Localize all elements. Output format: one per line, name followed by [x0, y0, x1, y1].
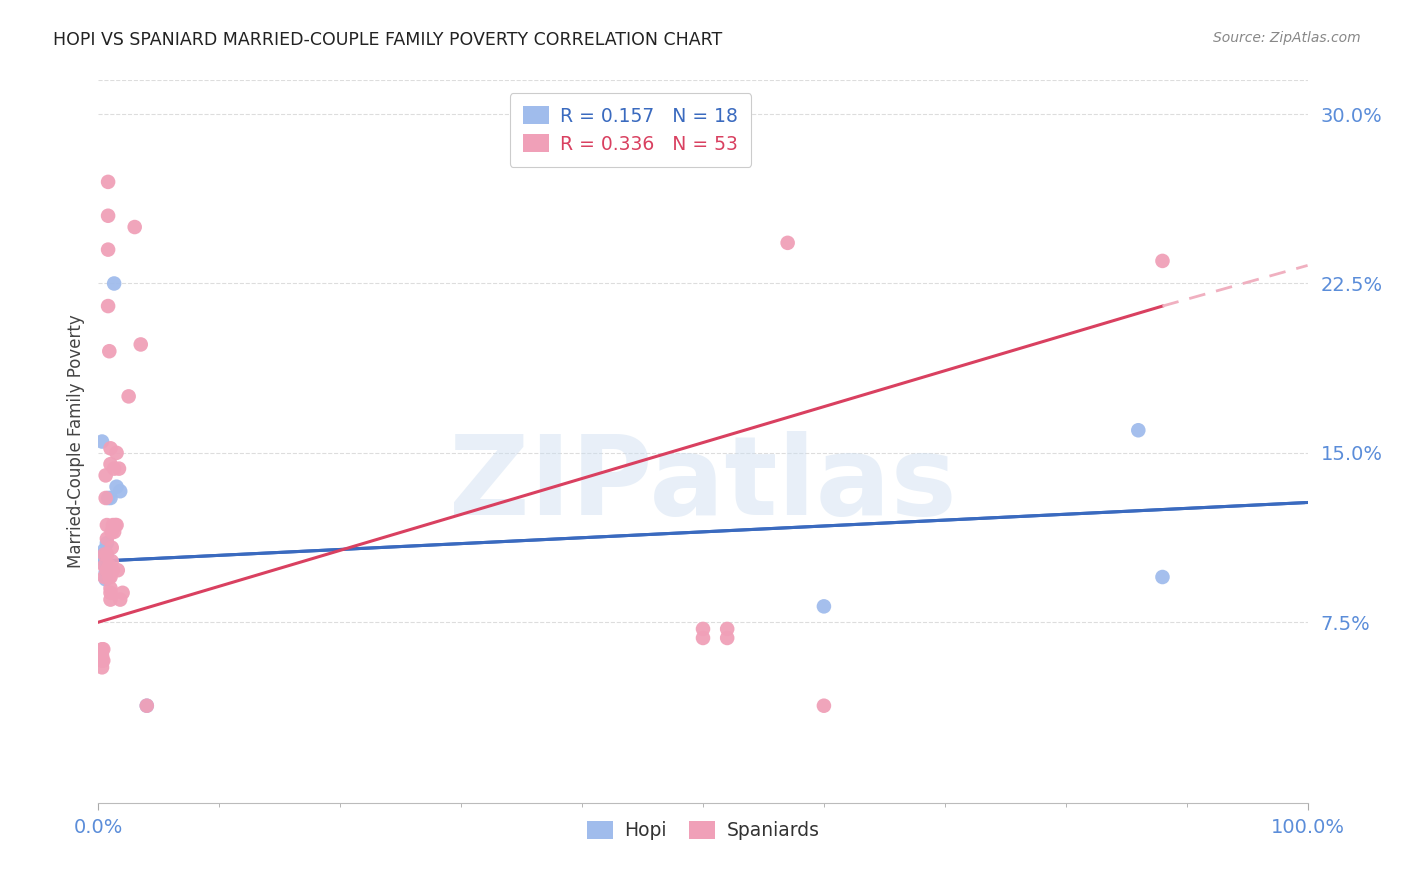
Point — [111, 586, 134, 600]
Point — [96, 532, 118, 546]
Text: Source: ZipAtlas.com: Source: ZipAtlas.com — [1213, 31, 1361, 45]
Point — [103, 277, 125, 291]
Point — [103, 524, 125, 539]
Point — [101, 518, 124, 533]
Point — [91, 654, 114, 668]
Point — [813, 599, 835, 614]
Point — [98, 558, 121, 573]
Point — [100, 541, 122, 555]
Point — [100, 554, 122, 568]
Point — [93, 554, 115, 568]
Point — [100, 491, 122, 505]
Point — [108, 461, 131, 475]
Point — [135, 698, 157, 713]
Point — [96, 548, 118, 562]
Point — [91, 434, 114, 449]
Point — [108, 484, 131, 499]
Point — [1152, 570, 1174, 584]
Point — [100, 586, 122, 600]
Point — [94, 468, 117, 483]
Point — [105, 518, 128, 533]
Point — [93, 548, 115, 562]
Point — [100, 524, 122, 539]
Point — [107, 563, 129, 577]
Point — [108, 592, 131, 607]
Point — [105, 446, 128, 460]
Point — [97, 299, 120, 313]
Point — [94, 572, 117, 586]
Point — [94, 566, 117, 580]
Point — [96, 536, 118, 550]
Point — [100, 570, 122, 584]
Point — [93, 558, 115, 573]
Legend: Hopi, Spaniards: Hopi, Spaniards — [579, 814, 827, 847]
Text: ZIPatlas: ZIPatlas — [449, 432, 957, 539]
Point — [100, 457, 122, 471]
Point — [93, 570, 115, 584]
Point — [96, 548, 118, 562]
Point — [1128, 423, 1150, 437]
Point — [100, 592, 122, 607]
Point — [103, 461, 125, 475]
Point — [105, 480, 128, 494]
Point — [94, 491, 117, 505]
Point — [98, 344, 121, 359]
Point — [692, 622, 714, 636]
Point — [98, 570, 121, 584]
Point — [100, 442, 122, 456]
Point — [91, 642, 114, 657]
Point — [716, 631, 738, 645]
Point — [91, 648, 114, 663]
Point — [135, 698, 157, 713]
Point — [97, 209, 120, 223]
Point — [129, 337, 152, 351]
Point — [118, 389, 141, 403]
Point — [97, 243, 120, 257]
Point — [97, 491, 120, 505]
Point — [101, 563, 124, 577]
Point — [104, 518, 127, 533]
Point — [93, 542, 115, 557]
Y-axis label: Married-Couple Family Poverty: Married-Couple Family Poverty — [66, 315, 84, 568]
Point — [96, 563, 118, 577]
Point — [1152, 253, 1174, 268]
Point — [100, 582, 122, 596]
Text: HOPI VS SPANIARD MARRIED-COUPLE FAMILY POVERTY CORRELATION CHART: HOPI VS SPANIARD MARRIED-COUPLE FAMILY P… — [53, 31, 723, 49]
Point — [97, 175, 120, 189]
Point — [91, 642, 114, 657]
Point — [91, 660, 114, 674]
Point — [716, 622, 738, 636]
Point — [813, 698, 835, 713]
Point — [96, 518, 118, 533]
Point — [94, 558, 117, 573]
Point — [91, 654, 114, 668]
Point — [776, 235, 799, 250]
Point — [124, 220, 146, 235]
Point — [91, 548, 114, 562]
Point — [692, 631, 714, 645]
